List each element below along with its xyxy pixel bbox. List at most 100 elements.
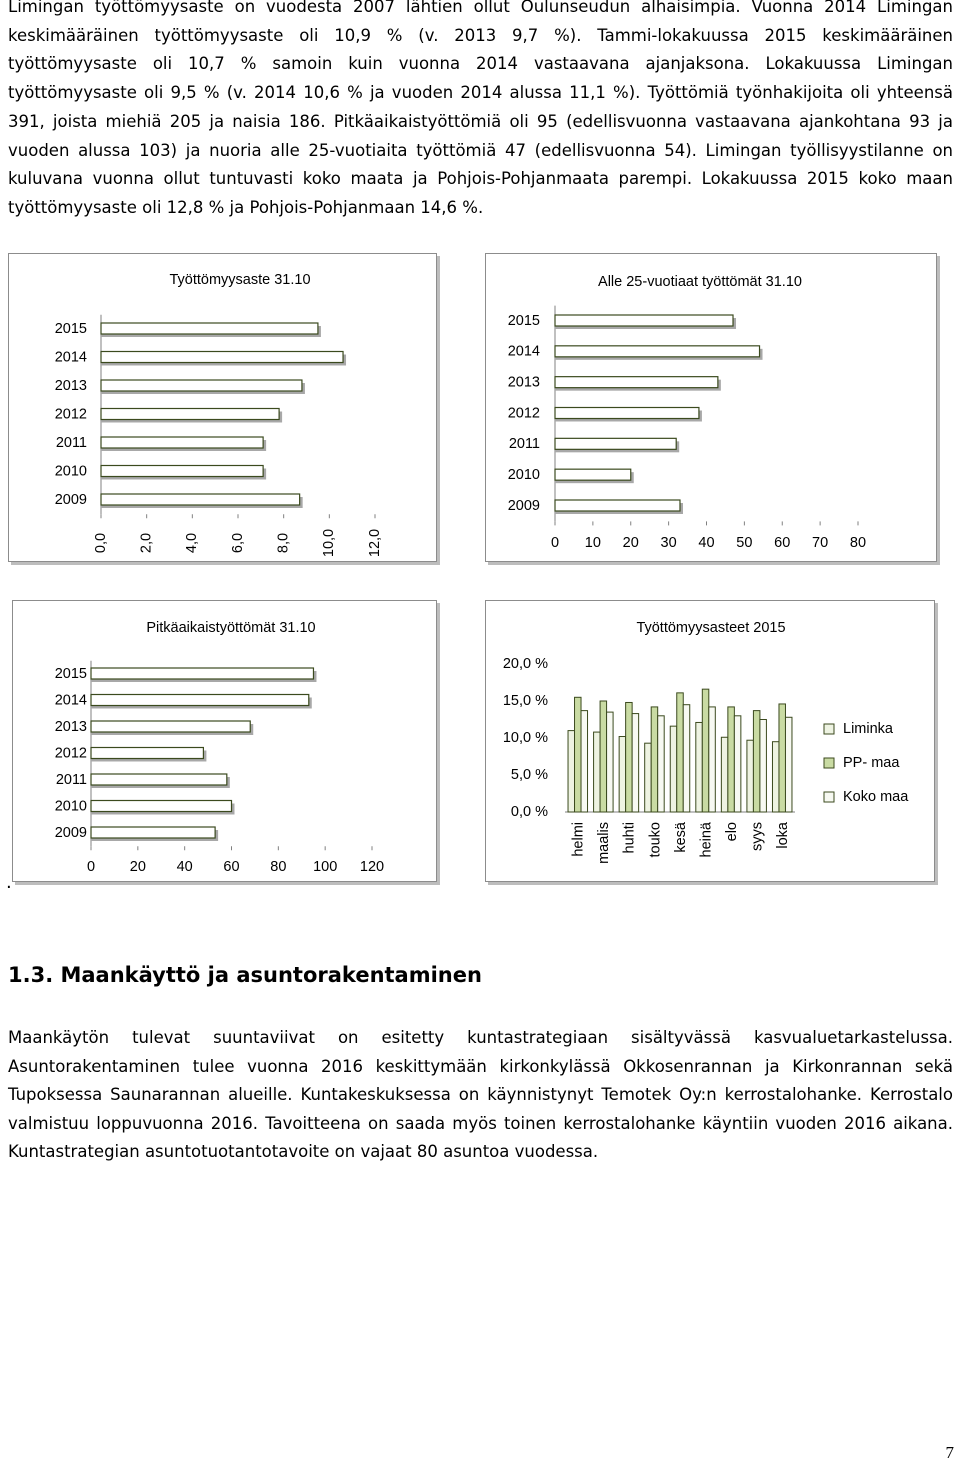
dot: .	[6, 872, 12, 893]
x-tick-label: 50	[736, 535, 752, 551]
paragraph: Limingan työttömyysaste on vuodesta 2007…	[8, 0, 953, 217]
y-tick-label: 2009	[508, 498, 540, 514]
legend-swatch	[823, 791, 835, 803]
x-tick-label: maalis	[596, 822, 612, 864]
y-tick-label: 2015	[55, 666, 87, 682]
y-tick-label: 2010	[55, 463, 87, 479]
y-tick-label: 0,0 %	[511, 804, 548, 820]
x-tick-label: 2,0	[138, 533, 154, 553]
bar	[554, 437, 677, 450]
legend-label: Koko maa	[843, 789, 909, 805]
x-tick-label: elo	[724, 822, 740, 841]
bar	[90, 826, 216, 839]
bar	[554, 499, 681, 512]
x-tick-label: syys	[749, 822, 765, 851]
chart-title: Pitkäaikaistyöttömät 31.10	[146, 620, 315, 636]
bar	[90, 773, 228, 786]
bar	[606, 711, 614, 813]
bar	[100, 464, 264, 478]
y-tick-label: 15,0 %	[503, 693, 548, 709]
bar	[752, 710, 761, 813]
x-tick-label: huhti	[622, 822, 638, 853]
bar	[580, 710, 589, 813]
y-tick-label: 2013	[55, 378, 87, 394]
y-tick-label: 10,0 %	[503, 730, 548, 746]
bar	[708, 706, 716, 813]
y-tick-label: 2014	[55, 349, 87, 365]
chart-title: Työttömyysasteet 2015	[636, 620, 785, 636]
x-tick-label: 0	[551, 535, 559, 551]
bar	[593, 731, 601, 813]
chart-title: Työttömyysaste 31.10	[169, 272, 310, 288]
x-tick-label: 0,0	[93, 533, 109, 553]
bar	[746, 739, 754, 813]
x-tick-label: heinä	[698, 821, 714, 857]
x-tick-label: 60	[774, 535, 790, 551]
bar	[567, 730, 576, 813]
y-tick-label: 2010	[55, 798, 87, 814]
bar	[100, 322, 319, 335]
x-tick-label: 10	[585, 535, 601, 551]
x-tick-label: 40	[177, 859, 193, 875]
x-tick-label: 60	[223, 859, 239, 875]
paragraph: Maankäytön tulevat suuntaviivat on esite…	[8, 1028, 953, 1161]
y-tick-label: 2011	[509, 436, 540, 452]
chart-frame	[12, 600, 437, 882]
y-tick-label: 2011	[56, 772, 87, 788]
bar	[695, 721, 703, 813]
x-tick-label: 120	[360, 859, 384, 875]
y-tick-label: 2013	[55, 719, 87, 735]
bar	[727, 706, 735, 813]
chart: Työttömyysaste 31.10 2015 2014 2013 2012 2011…	[8, 253, 440, 565]
bar	[657, 715, 665, 813]
x-tick-label: 30	[661, 535, 677, 551]
bar	[682, 704, 691, 813]
bar	[625, 701, 633, 813]
bar	[100, 407, 280, 421]
bar	[669, 725, 678, 813]
chart-title: Alle 25-vuotiaat työttömät 31.10	[598, 274, 802, 290]
legend-swatch	[823, 757, 835, 769]
bar	[701, 688, 710, 813]
chart: Alle 25-vuotiaat työttömät 31.10 2015 2014…	[485, 253, 940, 565]
bar	[554, 376, 719, 389]
x-tick-label: 70	[812, 535, 828, 551]
x-tick-label: 20	[623, 535, 639, 551]
bar	[100, 379, 303, 392]
legend-label: PP- maa	[843, 755, 900, 771]
bar	[778, 703, 786, 813]
y-tick-label: 2013	[508, 374, 540, 390]
bar	[554, 345, 761, 358]
chart: Pitkäaikaistyöttömät 31.10 2015 2014 2013 20…	[12, 600, 440, 885]
y-tick-label: 5,0 %	[511, 767, 548, 783]
x-tick-label: 8,0	[275, 533, 291, 553]
y-tick-label: 2014	[55, 692, 87, 708]
y-tick-label: 2014	[508, 344, 540, 360]
y-tick-label: 2012	[55, 406, 87, 422]
bar	[650, 706, 659, 813]
bar	[733, 715, 742, 813]
x-tick-label: 80	[270, 859, 286, 875]
x-tick-label: 6,0	[230, 533, 246, 553]
bar	[90, 720, 251, 733]
page-number: 7	[945, 1443, 955, 1462]
bar	[90, 799, 233, 813]
bar	[100, 436, 264, 449]
x-tick-label: helmi	[571, 822, 587, 857]
y-tick-label: 2009	[55, 825, 87, 841]
x-tick-label: kesä	[673, 821, 689, 853]
y-tick-label: 20,0 %	[503, 656, 548, 672]
legend-label: Liminka	[843, 721, 894, 737]
x-tick-label: 0	[87, 859, 95, 875]
y-tick-label: 2015	[508, 313, 540, 329]
x-tick-label: loka	[775, 821, 791, 849]
bar	[784, 716, 793, 813]
x-tick-label: 20	[130, 859, 146, 875]
bar	[574, 696, 582, 813]
bar	[90, 667, 315, 680]
chart-frame	[485, 253, 937, 562]
x-tick-label: 10,0	[321, 529, 337, 557]
x-tick-label: 40	[698, 535, 714, 551]
y-tick-label: 2011	[56, 435, 87, 451]
bar	[100, 493, 301, 506]
